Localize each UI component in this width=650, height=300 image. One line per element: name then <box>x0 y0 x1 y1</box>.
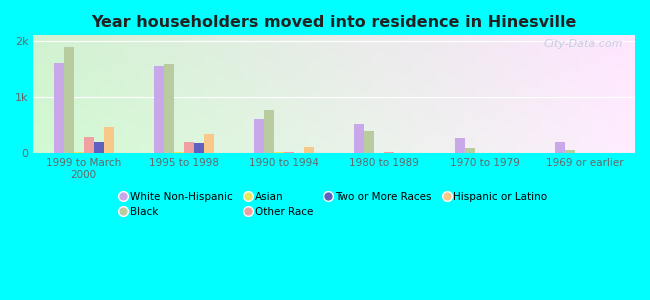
Bar <box>274 152 284 153</box>
Title: Year householders moved into residence in Hinesville: Year householders moved into residence i… <box>92 15 577 30</box>
Bar <box>454 138 465 153</box>
Bar <box>94 142 103 153</box>
Bar <box>354 124 364 153</box>
Bar <box>154 66 164 153</box>
Bar <box>204 134 214 153</box>
Bar <box>555 142 565 153</box>
Bar <box>53 64 64 153</box>
Bar <box>174 152 184 153</box>
Legend: White Non-Hispanic, Black, Asian, Other Race, Two or More Races, Hispanic or Lat: White Non-Hispanic, Black, Asian, Other … <box>121 192 547 218</box>
Text: City-Data.com: City-Data.com <box>543 39 623 49</box>
Bar <box>565 150 575 153</box>
Bar <box>384 152 395 153</box>
Bar <box>164 64 174 153</box>
Bar <box>194 143 204 153</box>
Bar <box>73 152 84 153</box>
Bar <box>304 147 314 153</box>
Bar <box>364 131 374 153</box>
Bar <box>103 127 114 153</box>
Bar <box>64 46 73 153</box>
Bar <box>284 152 294 153</box>
Bar <box>264 110 274 153</box>
Bar <box>465 148 474 153</box>
Bar <box>84 137 94 153</box>
Bar <box>254 118 264 153</box>
Bar <box>184 142 194 153</box>
